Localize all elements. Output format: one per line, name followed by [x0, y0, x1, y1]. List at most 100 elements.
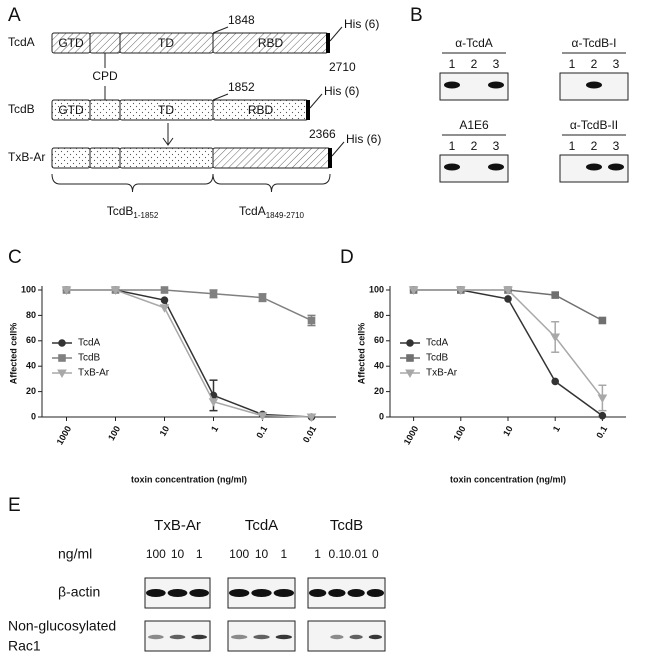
y-tick-label: 100 [21, 284, 36, 294]
panel-label: A [8, 5, 21, 26]
brace-text: TcdA [239, 204, 266, 218]
legend-label: TcdA [426, 338, 449, 349]
panel-label: D [340, 247, 354, 268]
domain [51, 147, 91, 169]
antibody-label: A1E6 [459, 118, 489, 132]
y-tick-label: 80 [26, 310, 36, 320]
y-tick-label: 60 [374, 335, 384, 345]
legend-marker [58, 354, 66, 362]
band [368, 634, 382, 640]
data-point [408, 286, 419, 296]
y-tick-label: 60 [26, 335, 36, 345]
group-label: TcdA [245, 517, 278, 534]
cpd-label: CPD [92, 69, 118, 83]
data-point [597, 394, 608, 403]
data-point [550, 333, 561, 342]
brace-text: TcdB [107, 204, 134, 218]
y-tick-label: 0 [379, 411, 384, 421]
legend-label: TcdA [78, 338, 101, 349]
domain [119, 147, 214, 169]
domain-label: GTD [58, 103, 84, 117]
legend-marker [406, 354, 414, 362]
data-point [61, 286, 72, 296]
band [444, 163, 460, 171]
data-point [551, 377, 560, 386]
tag-label: His (6) [344, 17, 379, 31]
tag-leader [329, 26, 343, 42]
data-point [598, 411, 607, 420]
data-point [159, 304, 170, 313]
row-label: β-actin [58, 584, 100, 600]
lane-label: 1 [569, 57, 576, 71]
antibody-label: α-TcdA [455, 36, 493, 50]
legend-marker [58, 339, 66, 347]
group-label: TcdB [330, 517, 363, 534]
data-point [110, 286, 121, 296]
x-axis-label: toxin concentration (ng/ml) [450, 474, 566, 484]
data-point [503, 286, 513, 296]
data-point [160, 286, 169, 294]
legend-label: TxB-Ar [426, 368, 458, 379]
data-point [257, 412, 268, 421]
protein-name: TcdA [8, 35, 35, 49]
data-point [209, 290, 218, 298]
domain-label: RBD [248, 103, 274, 117]
band [189, 589, 210, 597]
band [328, 589, 346, 597]
tag-label: His (6) [346, 132, 381, 146]
y-tick-label: 0 [31, 411, 36, 421]
band [229, 589, 250, 597]
dose-label: 0.1 [329, 547, 346, 561]
dose-label: 10 [255, 547, 269, 561]
domain-label: RBD [258, 36, 284, 50]
terminus [326, 33, 330, 53]
band [231, 634, 248, 640]
dose-label: 100 [229, 547, 249, 561]
tag-label: His (6) [324, 84, 359, 98]
domain [89, 99, 121, 121]
end-label: 2710 [329, 60, 356, 74]
y-axis-label: Affected cell% [356, 323, 366, 385]
data-point [258, 293, 267, 302]
brace-sub: 1-1852 [133, 211, 158, 220]
y-tick-label: 40 [26, 361, 36, 371]
lane-label: 3 [613, 139, 620, 153]
band [488, 81, 504, 89]
tag-leader [309, 93, 323, 109]
dose-label: 100 [146, 547, 166, 561]
lane-label: 2 [471, 139, 478, 153]
lane-label: 2 [471, 57, 478, 71]
panel-label: C [8, 247, 22, 268]
brace-label: TcdA1849-2710 [239, 204, 304, 220]
band [349, 634, 363, 640]
band [251, 589, 272, 597]
band [586, 163, 602, 171]
band [275, 634, 293, 640]
legend-marker [405, 369, 415, 379]
lane-label: 2 [591, 57, 598, 71]
tag-leader [331, 141, 345, 157]
band [169, 634, 186, 640]
band [253, 634, 270, 640]
domain-label: GTD [58, 36, 84, 50]
y-tick-label: 20 [374, 386, 384, 396]
band [586, 81, 602, 89]
band [191, 634, 208, 640]
lane-label: 3 [493, 139, 500, 153]
legend-label: TxB-Ar [78, 368, 110, 379]
row-label: Rac1 [8, 638, 41, 654]
row-label: Non-glucosylated [8, 618, 116, 634]
data-point [306, 413, 317, 423]
band [366, 589, 384, 597]
data-point [455, 286, 466, 296]
domain-label: TD [158, 103, 174, 117]
end-label: 2366 [309, 127, 336, 141]
dose-label: 0 [372, 547, 379, 561]
x-tick-label: 1 [551, 424, 562, 433]
lane-label: 1 [449, 57, 456, 71]
dose-label: 0.01 [344, 547, 368, 561]
unit-label: ng/ml [58, 546, 92, 562]
dose-label: 1 [280, 547, 287, 561]
lane-label: 1 [569, 139, 576, 153]
